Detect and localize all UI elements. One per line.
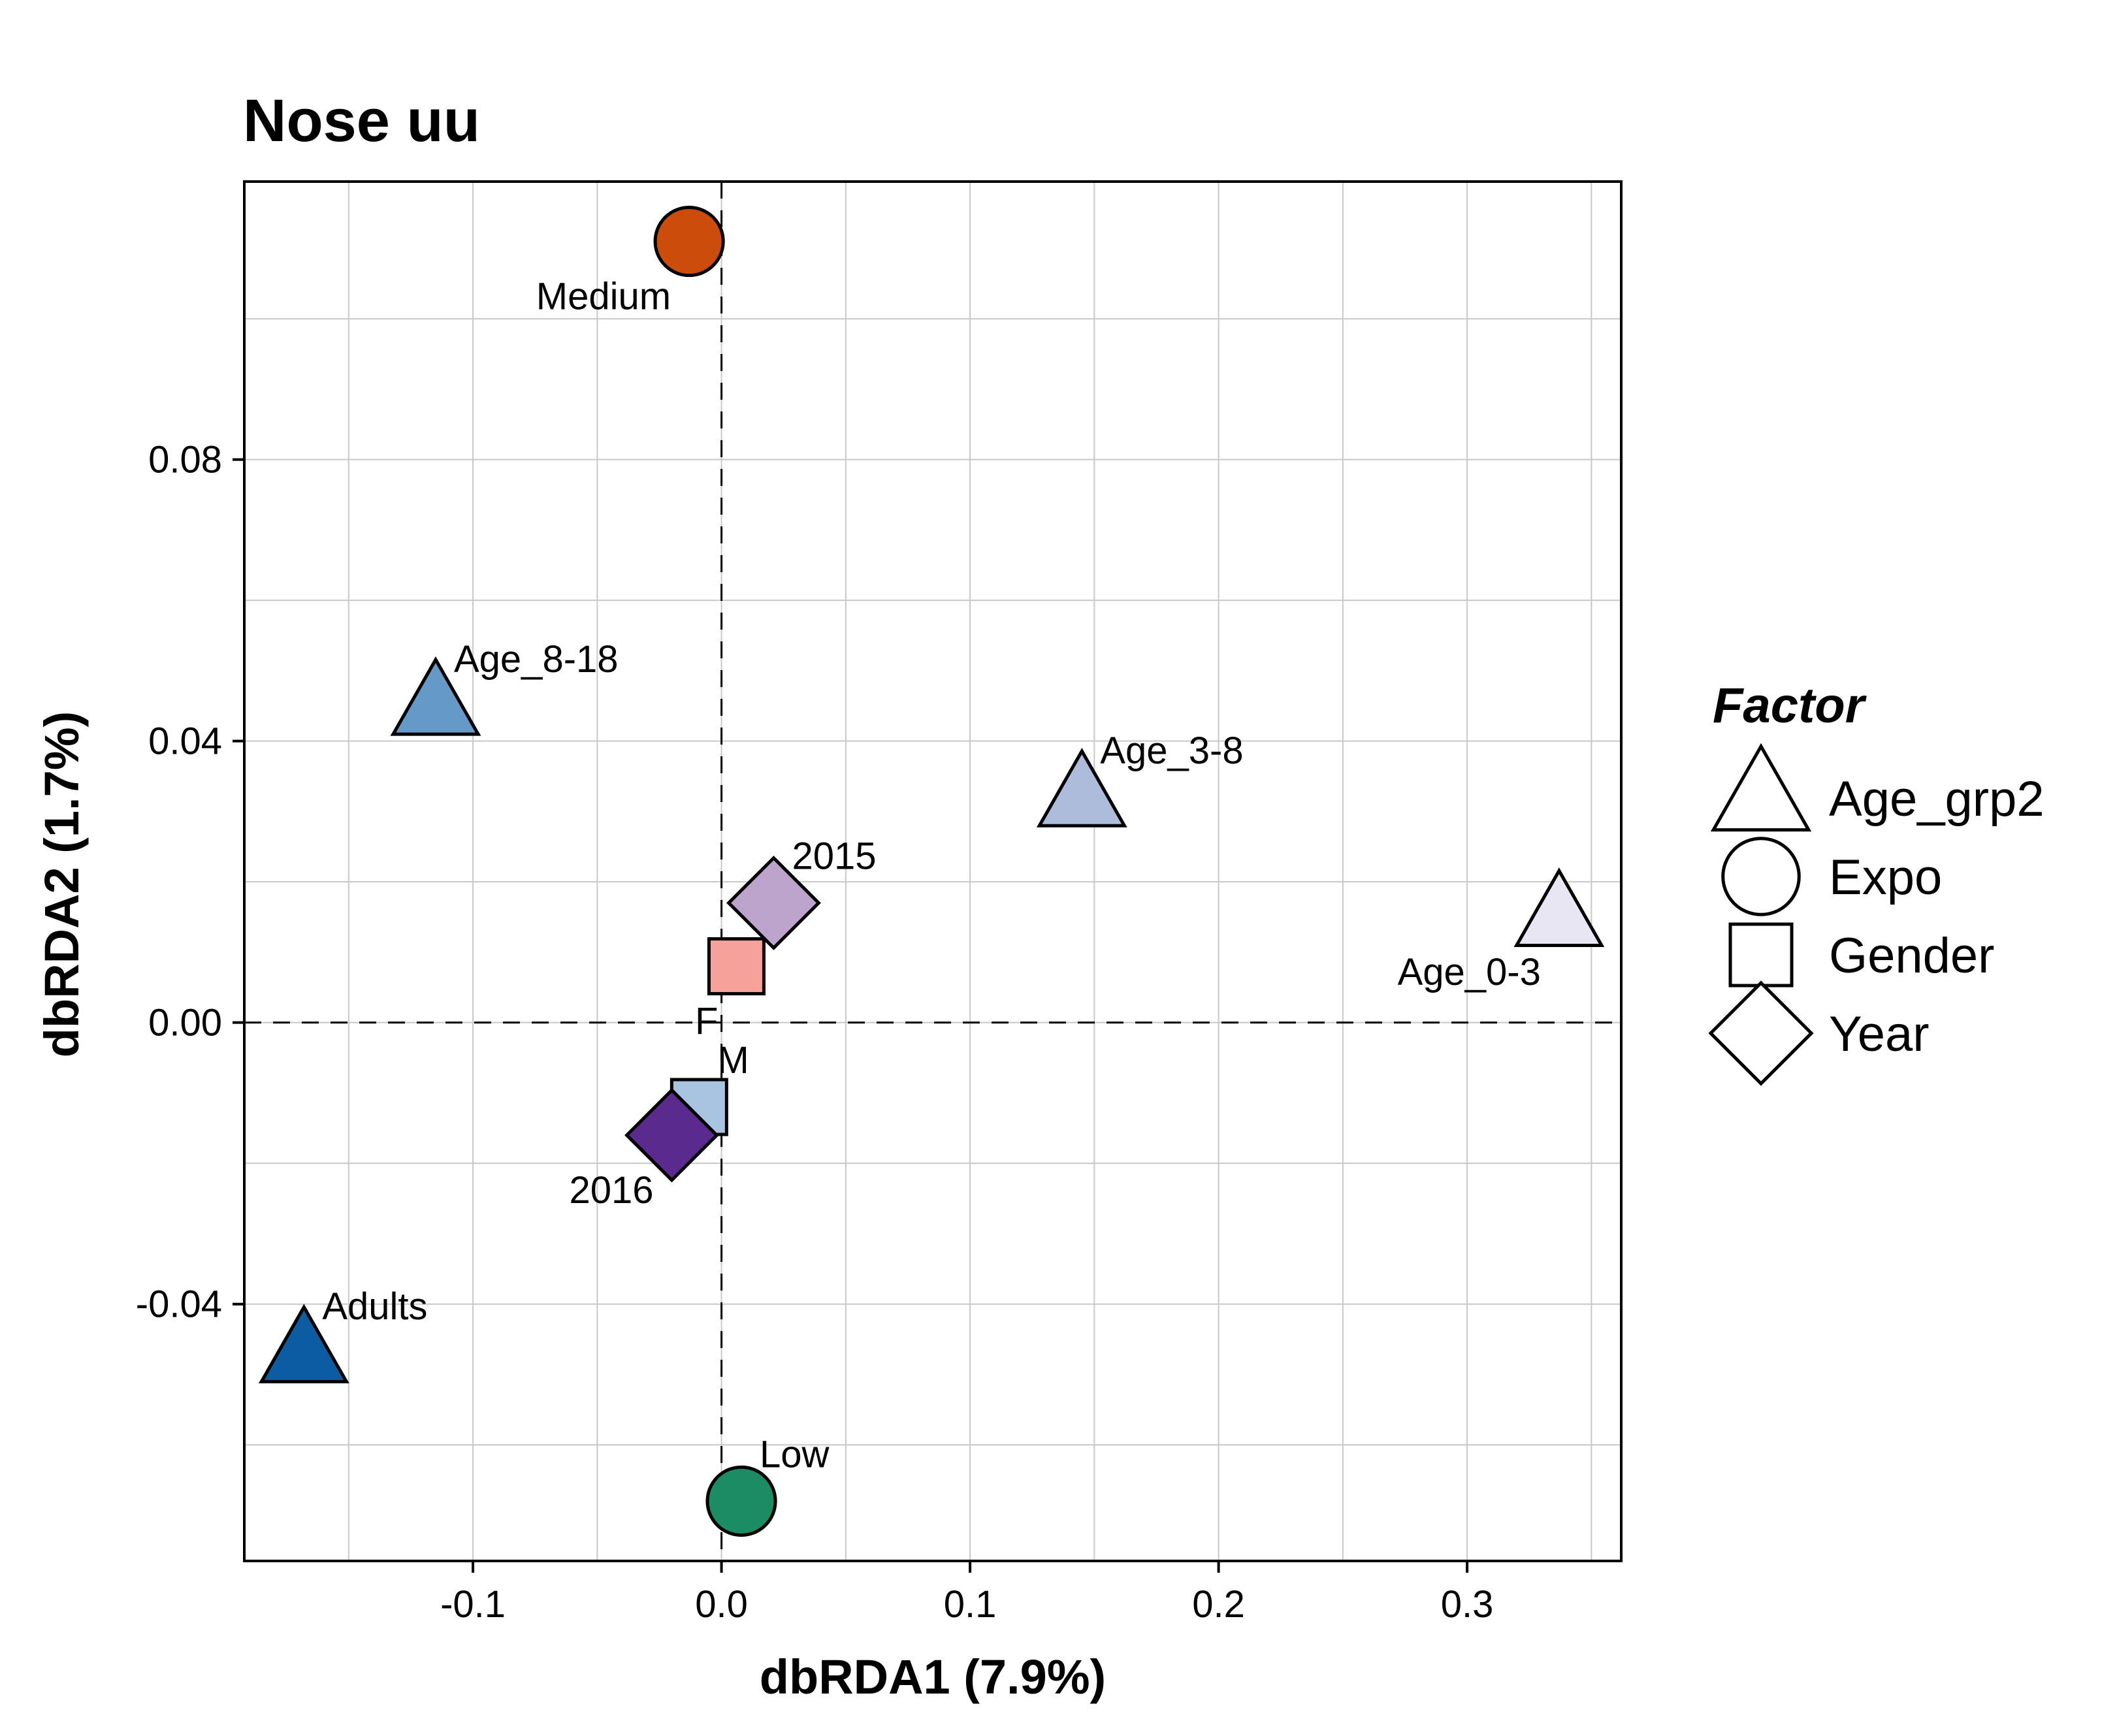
- point-label: Low: [760, 1433, 830, 1475]
- circle-marker: [653, 206, 725, 278]
- plot-panel: Medium Low Age_8-18 Age_3-8 Age_0-3 Adults 201…: [243, 180, 1623, 1562]
- y-tick-label: 0.08: [148, 439, 222, 481]
- chart-title: Nose uu: [243, 88, 480, 154]
- x-tick-label: 0.1: [944, 1583, 997, 1626]
- point-label: M: [717, 1039, 749, 1082]
- legend-entry-label: Year: [1829, 1006, 1930, 1062]
- triangle-marker: [1513, 867, 1605, 947]
- y-tick-label: -0.04: [136, 1283, 222, 1326]
- triangle-marker: [1036, 747, 1127, 828]
- point-label: Adults: [322, 1285, 427, 1328]
- point-label: 2016: [569, 1169, 653, 1212]
- legend-title: Factor: [1713, 678, 1867, 733]
- point-label: Age_3-8: [1100, 730, 1243, 772]
- legend-entry-label: Age_grp2: [1829, 771, 2044, 827]
- x-tick-label: 0.3: [1441, 1583, 1494, 1626]
- panel-border: [243, 180, 1623, 1562]
- data-labels: Medium Low Age_8-18 Age_3-8 Age_0-3 Adults 201…: [322, 276, 1541, 1476]
- grid-lines: [244, 182, 1621, 1561]
- point-label: Medium: [536, 276, 671, 318]
- point-label: Age_0-3: [1398, 951, 1541, 993]
- y-tick-label: 0.00: [148, 1002, 222, 1044]
- legend-circle-icon: [1721, 837, 1801, 916]
- point-label: F: [695, 1000, 718, 1042]
- y-axis: -0.04 0.00 0.04 0.08: [136, 439, 244, 1326]
- y-axis-title: dbRDA2 (1.7%): [35, 711, 89, 1057]
- x-axis-title: dbRDA1 (7.9%): [760, 1650, 1106, 1704]
- legend-square-icon: [1728, 922, 1794, 988]
- diamond-marker: [726, 856, 821, 950]
- triangle-marker: [390, 656, 481, 736]
- x-axis: -0.1 0.0 0.1 0.2 0.3: [440, 1561, 1493, 1626]
- point-label: Age_8-18: [454, 638, 619, 681]
- legend-entry-label: Expo: [1829, 850, 1942, 905]
- circle-marker: [705, 1465, 777, 1537]
- diamond-marker: [624, 1087, 719, 1183]
- square-marker: [707, 937, 766, 995]
- zero-reference-lines: [244, 182, 1621, 1561]
- x-tick-label: -0.1: [440, 1583, 506, 1626]
- legend-diamond-icon: [1708, 980, 1814, 1086]
- point-label: 2015: [792, 835, 876, 877]
- x-tick-label: 0.0: [695, 1583, 748, 1626]
- x-tick-label: 0.2: [1192, 1583, 1245, 1626]
- y-tick-label: 0.04: [148, 720, 222, 763]
- triangle-marker: [258, 1304, 349, 1384]
- legend: Factor Age_grp2 Expo Gender Year: [1708, 678, 2044, 1086]
- legend-triangle-icon: [1710, 743, 1812, 832]
- data-markers: [258, 206, 1605, 1537]
- legend-entry-label: Gender: [1829, 928, 1995, 984]
